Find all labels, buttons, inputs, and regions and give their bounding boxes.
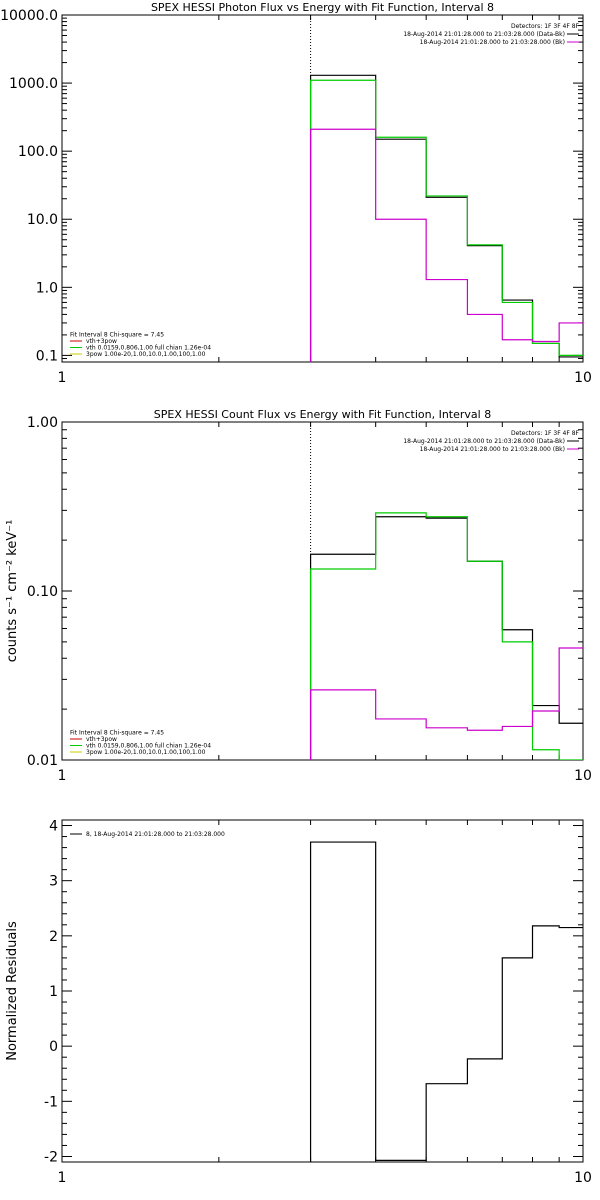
series-line-1 xyxy=(309,74,583,362)
y-tick-label: 10.0 xyxy=(27,212,58,228)
legend-entry-label: 18-Aug-2014 21:01:28.000 to 21:03:28.000… xyxy=(420,39,565,46)
legend-entry-label: 18-Aug-2014 21:01:28.000 to 21:03:28.000… xyxy=(403,438,565,445)
legend-entry-label: vth 0.0159,0.806,1.00 full chian 1.26e-0… xyxy=(86,743,211,750)
panel-2: SPEX HESSI Count Flux vs Energy with Fit… xyxy=(5,408,592,784)
y-tick-label: -2 xyxy=(44,1149,58,1165)
legend-header: Detectors: 1F 3F 4F 8F xyxy=(511,430,580,437)
y-tick-label: 1000.0 xyxy=(9,76,58,92)
legend-entry-label: 18-Aug-2014 21:01:28.000 to 21:03:28.000… xyxy=(403,31,565,38)
y-tick-label: 0.10 xyxy=(27,584,58,600)
y-tick-label: 2 xyxy=(49,929,58,945)
plot-frame xyxy=(61,819,584,1163)
series-line-2 xyxy=(309,79,583,362)
legend-entry-label: vth 0.0159,0.806,1.00 full chian 1.26e-0… xyxy=(86,345,211,352)
chart-title: SPEX HESSI Count Flux vs Energy with Fit… xyxy=(154,408,491,421)
y-tick-label: 1.0 xyxy=(36,280,58,296)
y-tick-label: 100.0 xyxy=(18,144,58,160)
legend-entry-label: 3pow 1.00e-20,1.00,10.0,1.00,100,1.00 xyxy=(86,351,206,358)
legend-header: Fit Interval 8 Chi-square = 7.45 xyxy=(70,730,164,737)
legend-entry-label: vth+3pow xyxy=(86,338,117,345)
series-line-3 xyxy=(309,128,583,362)
legend-header: Detectors: 1F 3F 4F 8F xyxy=(511,23,580,30)
chart-title: SPEX HESSI Photon Flux vs Energy with Fi… xyxy=(151,1,494,14)
y-axis-label: counts s⁻¹ cm⁻² keV⁻¹ xyxy=(5,520,20,663)
legend-entry-label: vth+3pow xyxy=(86,736,117,743)
y-tick-label: 4 xyxy=(49,819,58,835)
x-tick-label: 10 xyxy=(574,768,592,784)
x-tick-label: 10 xyxy=(574,1170,592,1186)
y-tick-label: 0 xyxy=(49,1039,58,1055)
y-tick-label: 1 xyxy=(49,984,58,1000)
series-line-2 xyxy=(309,512,583,760)
legend-entry-label: 18-Aug-2014 21:01:28.000 to 21:03:28.000… xyxy=(420,446,565,453)
y-tick-label: 10000.0 xyxy=(0,8,58,24)
panel-3: Normalized Residuals -2 -1 0 1 2 3 4 1 10 8, 18-Au… xyxy=(5,819,592,1186)
series-line-3 xyxy=(309,647,583,760)
legend-entry-label: 8, 18-Aug-2014 21:01:28.000 to 21:03:28.… xyxy=(86,831,225,838)
x-tick-label: 10 xyxy=(574,370,592,386)
x-tick-label: 1 xyxy=(58,370,67,386)
x-tick-label: 1 xyxy=(58,768,67,784)
x-tick-label: 1 xyxy=(58,1170,67,1186)
y-tick-label: 3 xyxy=(49,874,58,890)
y-tick-label: 1.00 xyxy=(27,415,58,431)
plot-frame xyxy=(61,421,584,761)
y-tick-label: 0.01 xyxy=(27,753,58,769)
series-line-1 xyxy=(309,516,583,760)
y-axis-label: Normalized Residuals xyxy=(5,921,20,1061)
plot-frame xyxy=(61,14,584,363)
panel-1: SPEX HESSI Photon Flux vs Energy with Fi… xyxy=(0,1,592,386)
series-line-1 xyxy=(309,841,583,1162)
legend-entry-label: 3pow 1.00e-20,1.00,10.0,1.00,100,1.00 xyxy=(86,749,206,756)
legend-header: Fit Interval 8 Chi-square = 7.45 xyxy=(70,332,164,339)
y-tick-label: -1 xyxy=(44,1094,58,1110)
y-tick-label: 0.1 xyxy=(36,348,58,364)
